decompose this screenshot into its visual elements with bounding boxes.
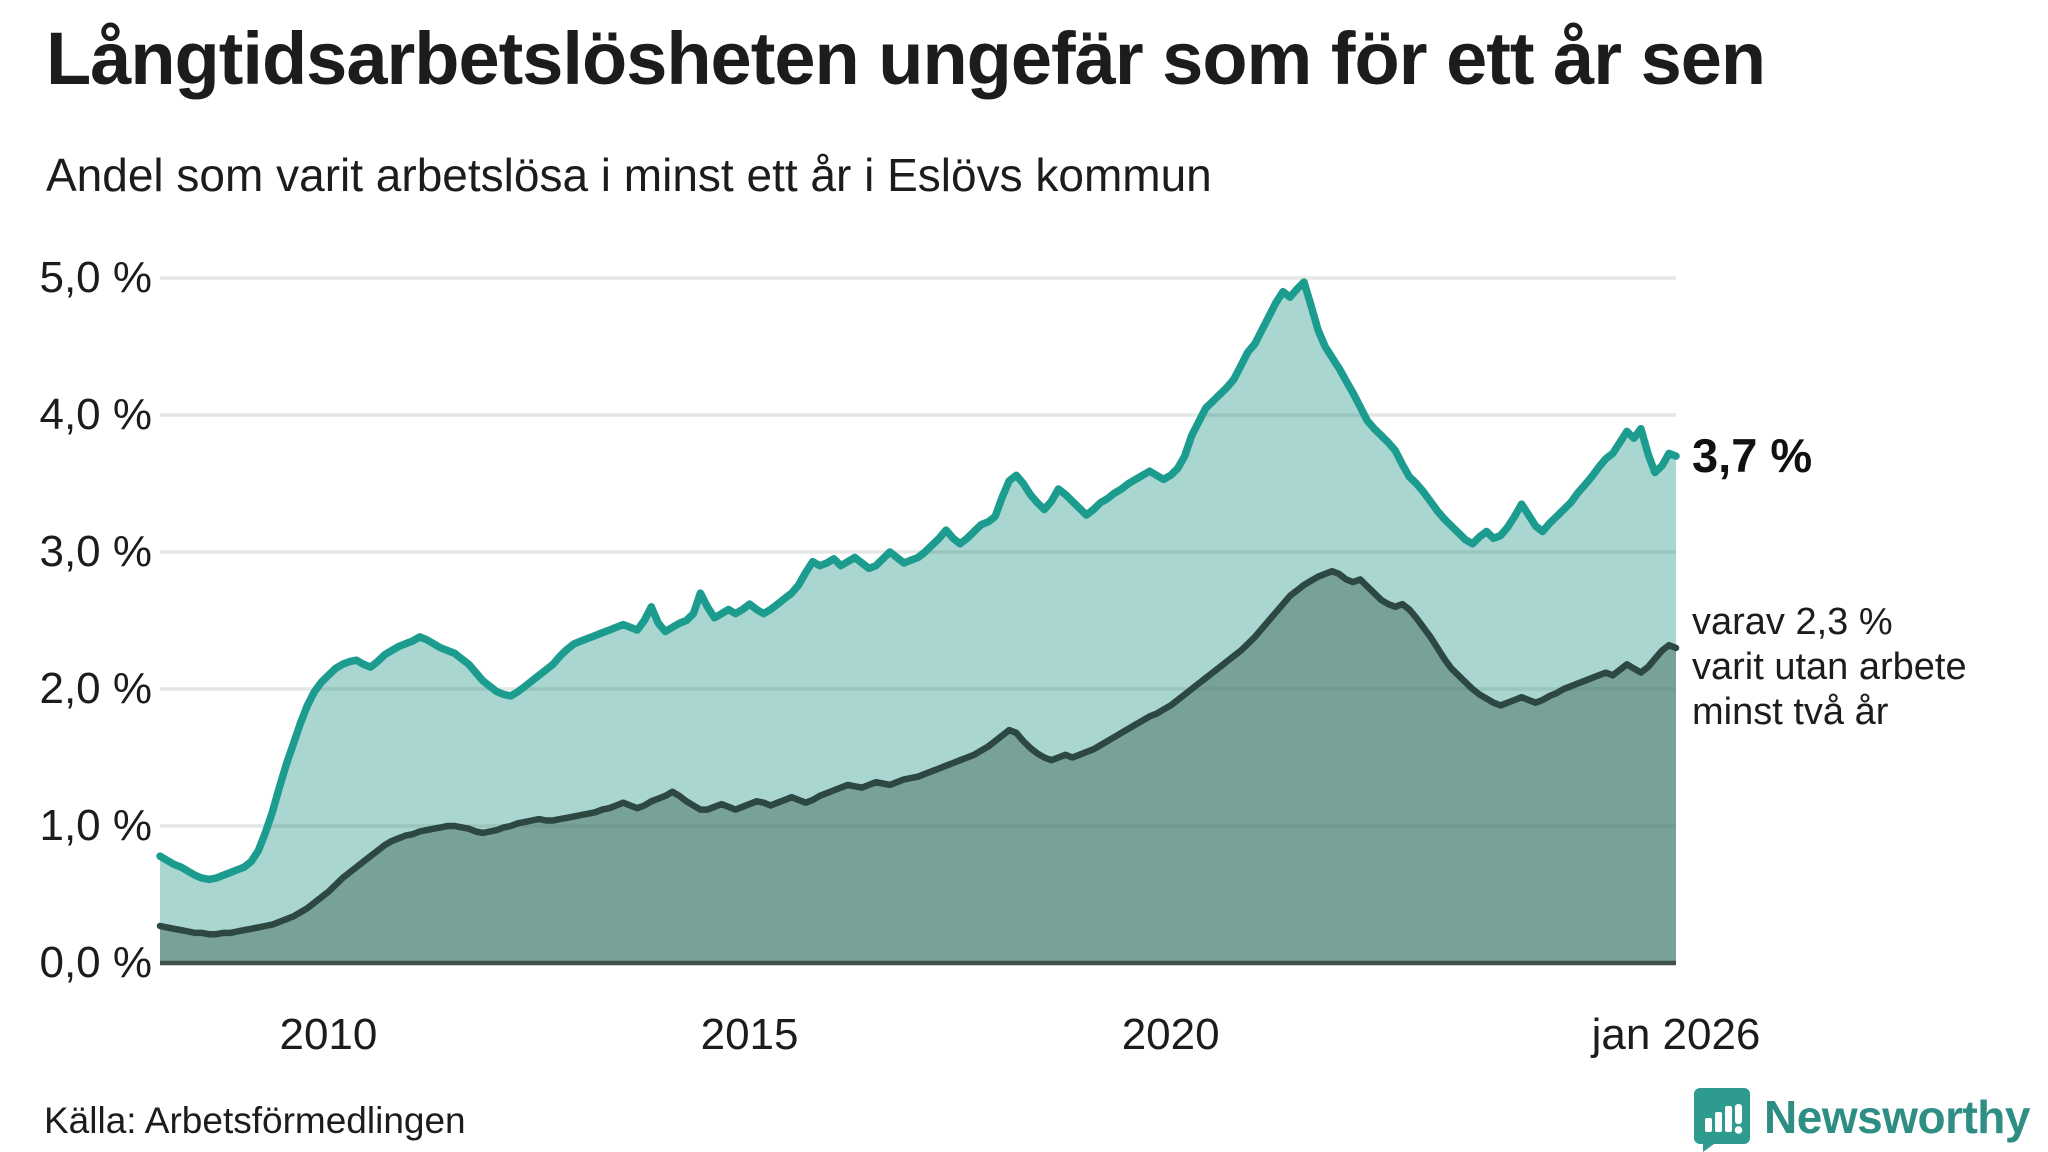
bar-small: [1705, 1118, 1713, 1132]
secondary-annotation-line: varav 2,3 %: [1692, 601, 1893, 643]
series-line-one-year: [156, 278, 1680, 884]
x-tick-label-2010: 2010: [279, 1010, 378, 1059]
secondary-annotation-line: minst två år: [1692, 691, 1889, 733]
exclamation-dot: [1734, 1126, 1743, 1134]
series-end-value-label: 3,7 %: [1692, 429, 1813, 482]
page-subtitle: Andel som varit arbetslösa i minst ett å…: [46, 149, 1212, 201]
x-tick-label-jan-2026: jan 2026: [1591, 1010, 1761, 1059]
secondary-series-annotation: varav 2,3 % varit utan arbete minst två år: [1692, 600, 1967, 735]
exclamation-bar: [1735, 1104, 1743, 1124]
page-title: Långtidsarbetslösheten ungefär som för e…: [46, 17, 1766, 100]
bar-large: [1725, 1106, 1733, 1132]
x-tick-label-2015: 2015: [700, 1010, 799, 1059]
y-tick-label-4pct: 4,0 %: [39, 390, 152, 439]
secondary-annotation-line: varit utan arbete: [1692, 646, 1967, 688]
y-tick-label-2pct: 2,0 %: [39, 664, 152, 713]
series-line-two-year: [156, 567, 1680, 938]
newsworthy-logo-icon: [1694, 1088, 1751, 1152]
y-tick-label-0pct: 0,0 %: [39, 938, 152, 987]
y-tick-label-3pct: 3,0 %: [39, 527, 152, 576]
brand-wordmark: Newsworthy: [1764, 1091, 2030, 1143]
y-tick-label-5pct: 5,0 %: [39, 253, 152, 302]
y-tick-label-1pct: 1,0 %: [39, 801, 152, 850]
source-attribution: Källa: Arbetsförmedlingen: [44, 1100, 466, 1141]
brand-lockup: Newsworthy: [1694, 1082, 2030, 1152]
x-tick-label-2020: 2020: [1121, 1010, 1220, 1059]
bar-medium: [1715, 1112, 1723, 1132]
area-fill-two-year: [160, 571, 1676, 963]
